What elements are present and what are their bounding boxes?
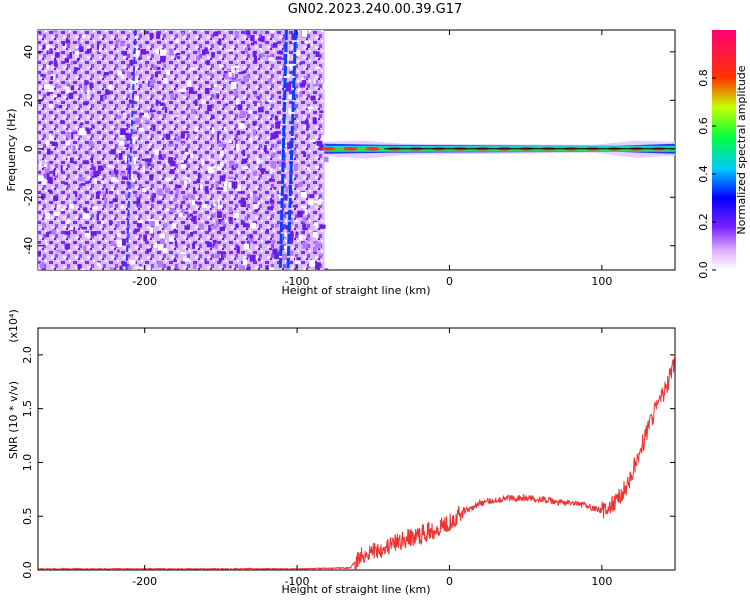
artifact-line: [278, 30, 288, 270]
spectrogram-x-tick-label: -100: [285, 275, 310, 288]
spectrogram-x-axis-label: Height of straight line (km): [281, 284, 430, 297]
colorbar-tick-label: 0.4: [697, 165, 710, 183]
spectrogram-y-tick-label: 40: [22, 45, 35, 59]
spectrogram-x-tick-label: 100: [591, 275, 612, 288]
chart-title: GN02.2023.240.00.39.G17: [287, 2, 463, 17]
snr-y-tick-label: 2.0: [21, 346, 34, 364]
spectrogram-y-tick-label: -40: [22, 237, 35, 255]
colorbar-gradient: [712, 30, 736, 270]
snr-x-tick-label: -200: [132, 575, 157, 588]
colorbar-tick-label: 0.2: [697, 213, 710, 231]
colorbar-tick-label: 0.0: [697, 261, 710, 279]
snr-x-axis-label: Height of straight line (km): [281, 583, 430, 596]
colorbar: 0.0 0.2 0.4 0.6 0.8 Normalized spectral ampl…: [697, 30, 748, 279]
colorbar-tick-label: 0.8: [697, 69, 710, 87]
snr-y-tick-label: 1.0: [21, 454, 34, 472]
spectrogram-y-tick-label: -20: [22, 188, 35, 206]
noise-region: [38, 30, 325, 270]
noise-speckles: [38, 30, 329, 270]
snr-y-tick-label: 1.5: [21, 400, 34, 418]
spectrogram-x-tick-label: -200: [132, 275, 157, 288]
colorbar-tick-label: 0.6: [697, 117, 710, 135]
spectrogram-y-tick-label: 20: [22, 93, 35, 107]
snr-y-tick-label: 0.0: [21, 561, 34, 579]
spectrogram-x-tick-label: 0: [446, 275, 453, 288]
snr-frame: [37, 327, 676, 571]
snr-x-tick-label: 0: [446, 575, 453, 588]
snr-y-multiplier: (x10⁴): [7, 309, 20, 343]
snr-plot: -200 -100 0 100 0.0 0.5 1.0 1.5 2.0 Height of s…: [7, 309, 676, 596]
spectrogram-y-axis-label: Frequency (Hz): [5, 109, 18, 192]
snr-y-tick-label: 0.5: [21, 507, 34, 525]
artifact-line: [125, 30, 137, 270]
colorbar-label: Normalized spectral amplitude: [735, 65, 748, 234]
artifact-line: [286, 30, 298, 270]
snr-x-tick-label: -100: [285, 575, 310, 588]
snr-series-line: [38, 352, 675, 570]
spectrogram-y-tick-label: 0: [22, 145, 35, 152]
snr-x-tick-label: 100: [591, 575, 612, 588]
snr-y-axis-label: SNR (10 * v/v): [7, 381, 20, 459]
signal-band: [321, 140, 675, 159]
